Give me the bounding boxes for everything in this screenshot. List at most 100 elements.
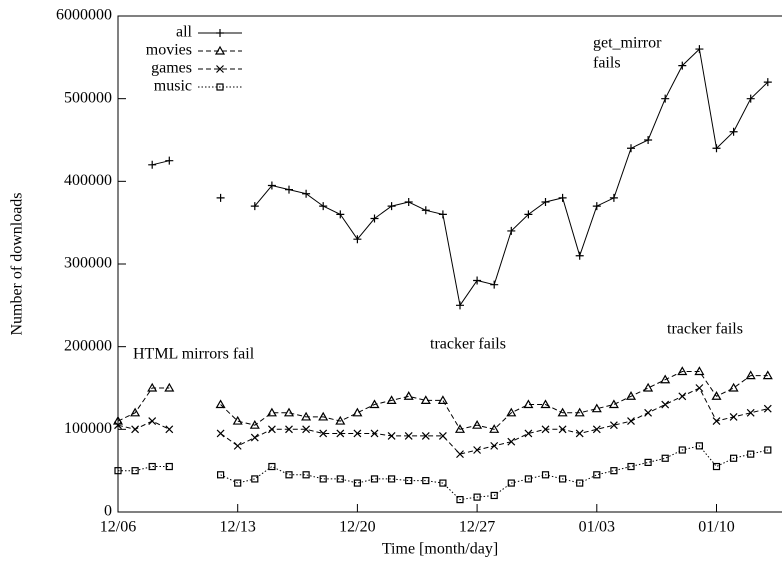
marker bbox=[318, 411, 329, 421]
marker bbox=[268, 462, 276, 471]
marker bbox=[695, 384, 704, 392]
marker bbox=[216, 193, 225, 202]
x-tick-label: 12/20 bbox=[339, 519, 375, 536]
y-tick-label: 500000 bbox=[64, 89, 112, 106]
marker bbox=[763, 404, 772, 413]
marker bbox=[678, 61, 687, 70]
series-line bbox=[152, 48, 769, 307]
marker bbox=[729, 127, 738, 136]
marker bbox=[574, 407, 585, 417]
marker bbox=[644, 408, 653, 417]
marker bbox=[472, 419, 483, 429]
marker bbox=[148, 462, 156, 471]
marker bbox=[302, 189, 311, 198]
marker bbox=[712, 144, 721, 153]
x-tick-label: 12/06 bbox=[100, 519, 136, 536]
series bbox=[114, 384, 772, 459]
marker bbox=[456, 301, 464, 310]
marker bbox=[370, 475, 379, 483]
marker bbox=[627, 462, 635, 471]
marker bbox=[695, 45, 704, 54]
marker bbox=[610, 467, 618, 475]
marker bbox=[592, 425, 601, 434]
marker bbox=[216, 83, 224, 91]
marker bbox=[147, 382, 158, 392]
marker bbox=[285, 425, 293, 434]
x-tick-label: 01/03 bbox=[579, 519, 615, 536]
marker bbox=[541, 198, 550, 206]
marker bbox=[251, 475, 259, 483]
marker bbox=[694, 366, 705, 376]
marker bbox=[217, 471, 225, 479]
x-tick-label: 12/13 bbox=[219, 519, 255, 536]
marker bbox=[678, 446, 686, 454]
y-tick-label: 400000 bbox=[64, 172, 112, 189]
marker bbox=[507, 479, 515, 487]
marker bbox=[677, 366, 688, 376]
marker bbox=[592, 202, 601, 211]
marker bbox=[523, 399, 534, 409]
series-line bbox=[118, 445, 768, 501]
marker bbox=[490, 491, 498, 500]
marker bbox=[625, 391, 637, 400]
marker bbox=[369, 399, 380, 409]
marker bbox=[576, 479, 584, 487]
marker bbox=[437, 395, 448, 404]
marker bbox=[250, 202, 259, 211]
marker bbox=[216, 29, 224, 37]
marker bbox=[112, 415, 124, 425]
marker bbox=[353, 429, 362, 438]
marker bbox=[507, 226, 516, 235]
marker bbox=[421, 206, 430, 215]
annotation: get_mirror bbox=[593, 35, 662, 52]
marker bbox=[764, 446, 772, 454]
marker bbox=[387, 202, 396, 211]
marker bbox=[335, 415, 346, 425]
marker bbox=[164, 382, 175, 392]
marker bbox=[215, 399, 226, 409]
marker bbox=[456, 450, 464, 459]
y-tick-label: 6000000 bbox=[56, 7, 112, 24]
marker bbox=[473, 276, 482, 285]
marker bbox=[608, 399, 619, 409]
marker bbox=[541, 425, 550, 434]
legend-label: all bbox=[176, 24, 193, 41]
marker bbox=[644, 136, 653, 144]
marker bbox=[524, 429, 533, 438]
marker bbox=[762, 370, 773, 380]
marker bbox=[130, 407, 141, 417]
x-tick-label: 01/10 bbox=[698, 519, 734, 536]
marker bbox=[439, 479, 447, 487]
marker bbox=[250, 433, 259, 442]
marker bbox=[131, 467, 139, 475]
marker bbox=[319, 475, 327, 483]
y-tick-label: 200000 bbox=[64, 337, 112, 354]
marker bbox=[233, 441, 242, 450]
marker bbox=[148, 417, 157, 425]
marker bbox=[302, 471, 310, 479]
marker bbox=[301, 411, 312, 421]
marker bbox=[214, 45, 226, 55]
legend-label: movies bbox=[146, 42, 192, 59]
marker bbox=[558, 475, 567, 483]
marker bbox=[763, 78, 772, 87]
y-tick-label: 300000 bbox=[64, 255, 112, 272]
marker bbox=[370, 429, 379, 438]
marker bbox=[438, 210, 447, 219]
marker bbox=[456, 496, 464, 504]
marker bbox=[644, 458, 652, 466]
marker bbox=[591, 403, 602, 413]
marker bbox=[336, 210, 345, 219]
marker bbox=[643, 382, 654, 392]
marker bbox=[524, 475, 533, 483]
marker bbox=[249, 419, 260, 429]
marker bbox=[336, 475, 344, 483]
marker bbox=[216, 429, 225, 438]
series-line bbox=[117, 371, 768, 430]
marker bbox=[370, 214, 379, 223]
marker bbox=[712, 462, 721, 471]
series bbox=[114, 442, 772, 504]
y-tick-label: 0 bbox=[104, 503, 112, 520]
marker bbox=[267, 425, 276, 434]
